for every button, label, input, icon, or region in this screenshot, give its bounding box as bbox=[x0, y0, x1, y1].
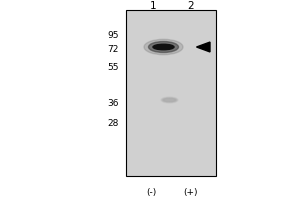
Text: 2: 2 bbox=[187, 1, 194, 11]
Ellipse shape bbox=[161, 97, 178, 103]
Text: 28: 28 bbox=[107, 118, 118, 128]
Text: (+): (+) bbox=[183, 188, 198, 196]
Text: 95: 95 bbox=[107, 31, 118, 40]
Bar bbox=[126, 10, 216, 176]
Ellipse shape bbox=[163, 98, 176, 102]
Text: 72: 72 bbox=[107, 45, 118, 53]
Ellipse shape bbox=[148, 42, 178, 52]
Text: 55: 55 bbox=[107, 64, 118, 72]
Ellipse shape bbox=[153, 44, 174, 50]
Text: 1: 1 bbox=[150, 1, 156, 11]
Ellipse shape bbox=[144, 39, 183, 55]
Text: (-): (-) bbox=[146, 188, 157, 196]
Polygon shape bbox=[196, 42, 210, 52]
Text: 36: 36 bbox=[107, 98, 118, 108]
